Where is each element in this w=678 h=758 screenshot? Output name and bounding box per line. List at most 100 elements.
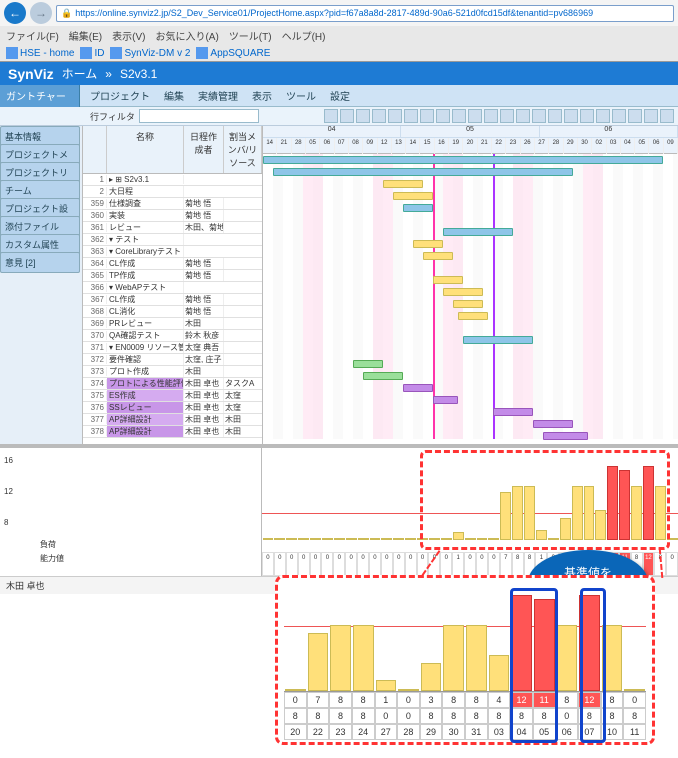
app-menu-item[interactable]: 表示	[252, 88, 272, 103]
table-row[interactable]: 363 ▾ CoreLibraryテスト	[83, 246, 262, 258]
gantt-bar[interactable]	[533, 420, 573, 428]
sidebar-item[interactable]: 意見 [2]	[0, 252, 80, 273]
toolbar-icon[interactable]	[564, 109, 578, 123]
gantt-chart[interactable]: 040506 142128050607080912131415161920212…	[263, 126, 678, 444]
toolbar-icon[interactable]	[372, 109, 386, 123]
app-menu-item[interactable]: プロジェクト	[90, 88, 150, 103]
toolbar-icon[interactable]	[452, 109, 466, 123]
col-name[interactable]: 名称	[107, 126, 184, 173]
gantt-bar[interactable]	[453, 300, 483, 308]
toolbar-icon[interactable]	[420, 109, 434, 123]
gantt-bar[interactable]	[433, 396, 458, 404]
table-row[interactable]: 368 CL消化菊地 悟	[83, 306, 262, 318]
toolbar-icon[interactable]	[596, 109, 610, 123]
gantt-bar[interactable]	[273, 168, 573, 176]
gantt-bar[interactable]	[493, 408, 533, 416]
zoom-bar	[557, 625, 578, 691]
toolbar-icon[interactable]	[340, 109, 354, 123]
toolbar-icon[interactable]	[388, 109, 402, 123]
toolbar-icon[interactable]	[532, 109, 546, 123]
table-row[interactable]: 361 レビュー木田、菊地	[83, 222, 262, 234]
toolbar-icon[interactable]	[436, 109, 450, 123]
zoom-bar	[534, 599, 555, 691]
table-row[interactable]: 362▾ テスト	[83, 234, 262, 246]
table-row[interactable]: 378 AP詳細設計木田 卓也木田	[83, 426, 262, 438]
fwd-button[interactable]: →	[30, 2, 52, 24]
browser-tab[interactable]: SynViz-DM v 2	[110, 47, 190, 59]
gantt-bar[interactable]	[393, 192, 433, 200]
toolbar-icon[interactable]	[660, 109, 674, 123]
browser-chrome: ← → 🔒 https://online.synviz2.jp/S2_Dev_S…	[0, 0, 678, 62]
browser-menu-item[interactable]: ヘルプ(H)	[282, 28, 326, 43]
breadcrumb-home[interactable]: ホーム	[62, 65, 98, 82]
hist-bar	[560, 518, 571, 540]
toolbar-icon[interactable]	[324, 109, 338, 123]
toolbar-icon[interactable]	[404, 109, 418, 123]
app-menu-item[interactable]: ツール	[286, 88, 316, 103]
app-menu-item[interactable]: 実績管理	[198, 88, 238, 103]
table-row[interactable]: 364 CL作成菊地 悟	[83, 258, 262, 270]
gantt-bar[interactable]	[423, 252, 453, 260]
toolbar-icon[interactable]	[612, 109, 626, 123]
gantt-bar[interactable]	[458, 312, 488, 320]
browser-menu-item[interactable]: お気に入り(A)	[155, 28, 218, 43]
gantt-bar[interactable]	[353, 360, 383, 368]
gantt-bar[interactable]	[543, 432, 588, 440]
table-row[interactable]: 1▸ ⊞ S2v3.1	[83, 174, 262, 186]
toolbar-icon[interactable]	[580, 109, 594, 123]
gantt-bar[interactable]	[443, 228, 513, 236]
gantt-bar[interactable]	[383, 180, 423, 188]
gantt-bar[interactable]	[413, 240, 443, 248]
browser-menu-item[interactable]: ツール(T)	[229, 28, 272, 43]
toolbar-icon[interactable]	[500, 109, 514, 123]
table-row[interactable]: 373 プロト作成木田	[83, 366, 262, 378]
table-row[interactable]: 369 PRレビュー木田	[83, 318, 262, 330]
gantt-bar[interactable]	[403, 204, 433, 212]
back-button[interactable]: ←	[4, 2, 26, 24]
app-menu-item[interactable]: 設定	[330, 88, 350, 103]
gantt-bar[interactable]	[403, 384, 433, 392]
main-area: 基本情報プロジェクトメンバプロジェクトリソースチームプロジェクト設定添付ファイル…	[0, 126, 678, 446]
browser-menu-item[interactable]: 表示(V)	[112, 28, 145, 43]
table-row[interactable]: 2大日程	[83, 186, 262, 198]
hist-label-load: 負荷	[40, 539, 56, 550]
hist-bar	[655, 486, 666, 540]
toolbar-icon[interactable]	[516, 109, 530, 123]
browser-tab[interactable]: ID	[80, 47, 104, 59]
gantt-bar[interactable]	[443, 288, 483, 296]
table-row[interactable]: 371▾ EN0009 リソース管理 / 工数管理 強化(リソースグラフ実装見づ…	[83, 342, 262, 354]
browser-menu-item[interactable]: 編集(E)	[69, 28, 102, 43]
col-member[interactable]: 割当メンバ/リソース	[224, 126, 262, 173]
app-menu-item[interactable]: 編集	[164, 88, 184, 103]
address-bar[interactable]: 🔒 https://online.synviz2.jp/S2_Dev_Servi…	[56, 5, 674, 22]
table-row[interactable]: 375 ES作成木田 卓也太窪	[83, 390, 262, 402]
table-row[interactable]: 359 仕様調査菊地 悟	[83, 198, 262, 210]
browser-tab[interactable]: HSE - home	[6, 47, 74, 59]
table-row[interactable]: 376 SSレビュー木田 卓也太窪	[83, 402, 262, 414]
toolbar-icon[interactable]	[548, 109, 562, 123]
toolbar-icon[interactable]	[644, 109, 658, 123]
table-row[interactable]: 374 プロトによる性能評価木田 卓也タスクA	[83, 378, 262, 390]
zoom-bar	[285, 689, 306, 691]
table-row[interactable]: 377 AP詳細設計木田 卓也木田	[83, 414, 262, 426]
table-row[interactable]: 367 CL作成菊地 悟	[83, 294, 262, 306]
table-row[interactable]: 366 ▾ WebAPテスト	[83, 282, 262, 294]
toolbar-icon[interactable]	[484, 109, 498, 123]
toolbar-icon[interactable]	[468, 109, 482, 123]
hist-label-cap: 能力値	[40, 553, 64, 564]
browser-tab[interactable]: AppSQUARE	[196, 47, 270, 59]
table-row[interactable]: 360 実装菊地 悟	[83, 210, 262, 222]
table-row[interactable]: 370 QA確認テスト鈴木 秋彦	[83, 330, 262, 342]
breadcrumb-proj[interactable]: S2v3.1	[120, 67, 157, 81]
gantt-bar[interactable]	[363, 372, 403, 380]
gantt-bar[interactable]	[433, 276, 463, 284]
browser-menu-item[interactable]: ファイル(F)	[6, 28, 59, 43]
filter-input[interactable]	[139, 109, 259, 123]
col-person[interactable]: 日程作成者	[184, 126, 224, 173]
table-row[interactable]: 372 要件確認太窪, 庄子	[83, 354, 262, 366]
table-row[interactable]: 365 TP作成菊地 悟	[83, 270, 262, 282]
toolbar-icon[interactable]	[356, 109, 370, 123]
gantt-bar[interactable]	[263, 156, 663, 164]
gantt-bar[interactable]	[463, 336, 533, 344]
toolbar-icon[interactable]	[628, 109, 642, 123]
